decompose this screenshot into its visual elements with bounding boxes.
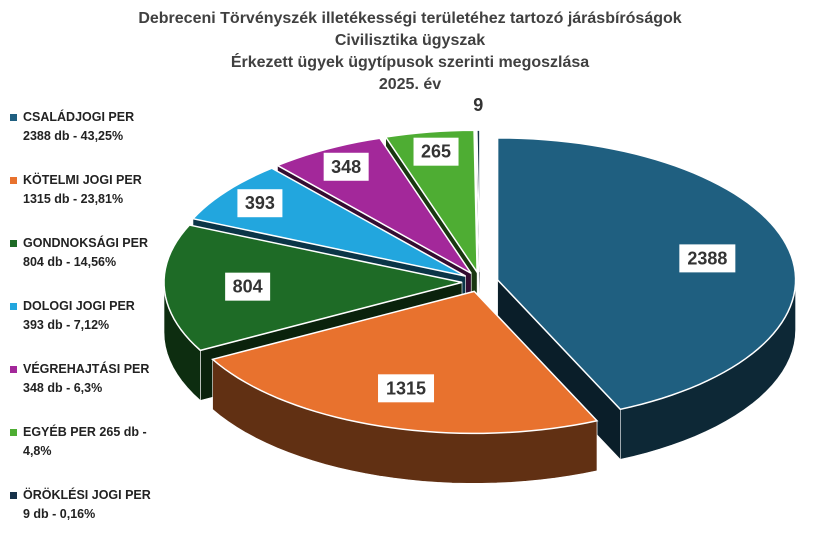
legend-label-line: CSALÁDJOGI PER	[23, 110, 135, 124]
data-label: 2388	[679, 244, 736, 273]
title-line-3: Érkezett ügyek ügytípusok szerinti megos…	[230, 54, 590, 71]
legend-item: EGYÉB PER 265 db - 4,8%	[10, 423, 180, 486]
data-label: 393	[237, 189, 283, 218]
legend-label: EGYÉB PER 265 db - 4,8%	[23, 423, 183, 461]
legend-label: CSALÁDJOGI PER 2388 db - 43,25%	[23, 108, 183, 146]
data-label-text: 393	[245, 193, 275, 213]
legend-item: VÉGREHAJTÁSI PER 348 db - 6,3%	[10, 360, 180, 423]
legend-label-line: 2388 db - 43,25%	[23, 129, 124, 143]
legend-swatch	[10, 303, 17, 310]
legend-swatch	[10, 492, 17, 499]
chart-title: Debreceni Törvényszék illetékességi terü…	[0, 8, 820, 96]
legend-label: VÉGREHAJTÁSI PER 348 db - 6,3%	[23, 360, 183, 398]
legend-label-line: DOLOGI JOGI PER	[23, 299, 135, 313]
data-label-text: 265	[421, 142, 451, 162]
legend-label-line: 348 db - 6,3%	[23, 381, 103, 395]
title-line-4: 2025. év	[378, 76, 442, 93]
data-label-box	[225, 272, 271, 301]
legend-item: ÖRÖKLÉSI JOGI PER 9 db - 0,16%	[10, 486, 180, 549]
legend-label-line: 804 db - 14,56%	[23, 255, 117, 269]
pie-slice	[210, 290, 599, 435]
data-label-text: 804	[233, 277, 263, 297]
pie-slice	[384, 129, 478, 275]
legend-label: KÖTELMI JOGI PER 1315 db - 23,81%	[23, 171, 183, 209]
chart-legend: CSALÁDJOGI PER 2388 db - 43,25% KÖTELMI JO…	[10, 108, 180, 549]
title-line-2: Civilisztika ügyszak	[334, 32, 486, 49]
data-label-text: 2388	[687, 248, 727, 268]
legend-label-line: VÉGREHAJTÁSI PER	[23, 362, 150, 376]
legend-swatch	[10, 177, 17, 184]
legend-swatch	[10, 429, 17, 436]
legend-label-line: ÖRÖKLÉSI JOGI PER	[23, 488, 151, 502]
legend-label-line: KÖTELMI JOGI PER	[23, 173, 142, 187]
legend-swatch	[10, 366, 17, 373]
legend-swatch	[10, 114, 17, 121]
title-line-1: Debreceni Törvényszék illetékességi terü…	[138, 10, 682, 27]
legend-label-line: 9 db - 0,16%	[23, 507, 96, 521]
data-label-text: 9	[473, 95, 483, 115]
legend-label-line: EGYÉB PER 265 db -	[23, 425, 147, 439]
legend-item: GONDNOKSÁGI PER 804 db - 14,56%	[10, 234, 180, 297]
legend-item: DOLOGI JOGI PER 393 db - 7,12%	[10, 297, 180, 360]
data-label: 265	[413, 137, 459, 166]
pie-slice	[496, 137, 797, 411]
data-label: 348	[323, 152, 369, 181]
legend-label: DOLOGI JOGI PER 393 db - 7,12%	[23, 297, 183, 335]
legend-swatch	[10, 240, 17, 247]
data-label: 1315	[378, 374, 435, 403]
data-label: 9	[473, 95, 483, 115]
legend-item: KÖTELMI JOGI PER 1315 db - 23,81%	[10, 171, 180, 234]
data-label-box	[323, 152, 369, 181]
data-label: 804	[225, 272, 271, 301]
data-label-box	[413, 137, 459, 166]
pie-slice	[476, 129, 481, 273]
legend-item: CSALÁDJOGI PER 2388 db - 43,25%	[10, 108, 180, 171]
legend-label-line: 393 db - 7,12%	[23, 318, 110, 332]
pie-slice	[163, 224, 463, 352]
data-label-text: 1315	[386, 378, 426, 398]
data-label-box	[378, 374, 435, 403]
legend-label-line: 1315 db - 23,81%	[23, 192, 124, 206]
legend-label-line: GONDNOKSÁGI PER	[23, 236, 149, 250]
legend-label: GONDNOKSÁGI PER 804 db - 14,56%	[23, 234, 183, 272]
legend-label-line: 4,8%	[23, 444, 52, 458]
data-label-box	[679, 244, 736, 273]
legend-label: ÖRÖKLÉSI JOGI PER 9 db - 0,16%	[23, 486, 183, 524]
data-label-box	[237, 189, 283, 218]
data-label-text: 348	[331, 157, 361, 177]
